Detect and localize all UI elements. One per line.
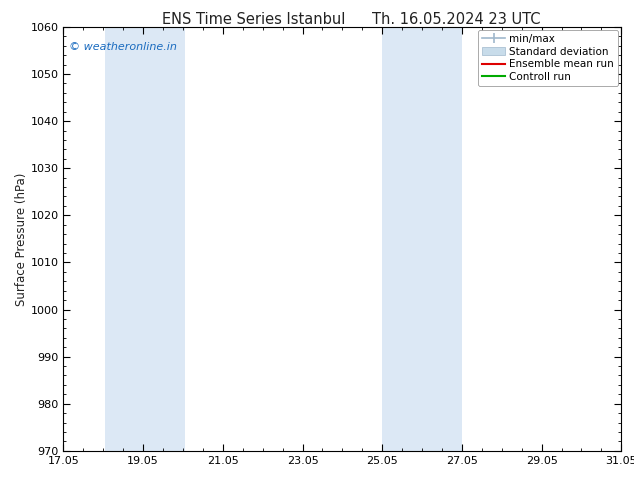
Y-axis label: Surface Pressure (hPa): Surface Pressure (hPa) [15, 172, 28, 306]
Bar [382, 27, 462, 451]
Text: © weatheronline.in: © weatheronline.in [69, 42, 177, 52]
Text: ENS Time Series Istanbul: ENS Time Series Istanbul [162, 12, 346, 27]
Bar [621, 27, 634, 451]
Legend: min/max, Standard deviation, Ensemble mean run, Controll run: min/max, Standard deviation, Ensemble me… [478, 30, 618, 86]
Text: Th. 16.05.2024 23 UTC: Th. 16.05.2024 23 UTC [372, 12, 541, 27]
Bar [105, 27, 185, 451]
